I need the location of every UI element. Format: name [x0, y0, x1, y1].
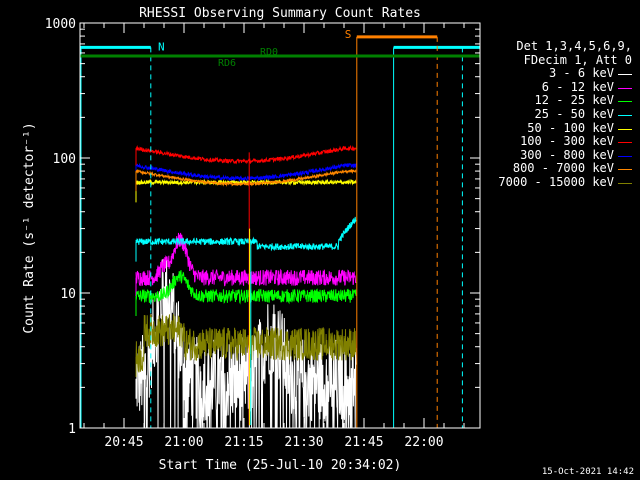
- flag-layer: N S RD0 RD6: [80, 28, 480, 428]
- x-tick-label: 21:45: [344, 435, 383, 450]
- legend-swatch: [618, 182, 632, 184]
- series-line-3: [135, 216, 357, 252]
- legend-entry: 800 - 7000 keV: [472, 162, 632, 176]
- legend-entry-label: 50 - 100 keV: [527, 120, 614, 135]
- series-line-5: [135, 144, 357, 165]
- legend-entry-label: 6 - 12 keV: [541, 79, 614, 94]
- night-flag-label: N: [158, 40, 165, 53]
- legend-entry-label: 300 - 800 keV: [520, 147, 614, 162]
- y-tick-label: 1000: [45, 17, 76, 32]
- legend-entry-label: 12 - 25 keV: [534, 93, 614, 108]
- saa-flag-label: S: [345, 28, 352, 41]
- y-axis-label: Count Rate (s⁻¹ detector⁻¹): [22, 122, 37, 333]
- legend-entry: 25 - 50 keV: [472, 106, 632, 122]
- legend-rows: 3 - 6 keV 6 - 12 keV 12 - 25 keV 25 - 50 ke…: [472, 66, 632, 190]
- legend-swatch: [618, 114, 632, 116]
- legend-swatch: [618, 74, 632, 76]
- legend-entry: 12 - 25 keV: [472, 94, 632, 108]
- y-tick-label: 10: [60, 287, 76, 302]
- legend-entry-label: 25 - 50 keV: [534, 106, 614, 121]
- series-line-1: [135, 232, 357, 287]
- x-tick-label: 21:30: [284, 435, 323, 450]
- series-line-0: [135, 258, 357, 429]
- legend-entry-label: 7000 - 15000 keV: [498, 174, 614, 189]
- legend-swatch: [618, 169, 632, 171]
- legend-entry: 100 - 300 keV: [472, 134, 632, 149]
- legend-entry: 50 - 100 keV: [472, 120, 632, 136]
- legend-entry: 300 - 800 keV: [472, 147, 632, 163]
- x-tick-label: 20:45: [104, 435, 143, 450]
- axes-layer: 1 10 100 1000 20:45 21:00 21:15 21:30 21:45 22:00: [45, 17, 481, 450]
- legend: Det 1,3,4,5,6,9, FDecim 1, Att 0 3 - 6 k…: [472, 39, 632, 190]
- series-line-6: [135, 162, 357, 182]
- legend-entry: 7000 - 15000 keV: [472, 174, 632, 190]
- rd0-flag-label: RD0: [260, 47, 278, 58]
- series-line-8: [135, 314, 357, 373]
- x-tick-label: 21:00: [164, 435, 203, 450]
- series-line-7: [135, 168, 357, 187]
- legend-swatch: [618, 128, 632, 130]
- legend-entry: 3 - 6 keV: [472, 66, 632, 81]
- legend-swatch: [618, 101, 632, 103]
- x-tick-label: 22:00: [404, 435, 443, 450]
- footer-timestamp: 15-Oct-2021 14:42: [541, 467, 634, 477]
- legend-swatch: [618, 142, 632, 144]
- rd6-flag-label: RD6: [218, 58, 236, 69]
- plot-frame: [79, 22, 481, 429]
- y-tick-label: 1: [68, 422, 76, 437]
- y-tick-label: 100: [53, 152, 76, 167]
- legend-entry: 6 - 12 keV: [472, 79, 632, 95]
- legend-entry-label: 100 - 300 keV: [520, 134, 614, 149]
- legend-header-line-2: FDecim 1, Att 0: [523, 52, 632, 67]
- legend-entry-label: 800 - 7000 keV: [512, 161, 614, 176]
- series-layer: [135, 144, 357, 429]
- legend-entry-label: 3 - 6 keV: [548, 66, 614, 81]
- series-line-2: [135, 270, 357, 305]
- x-axis-label: Start Time (25-Jul-10 20:34:02): [159, 458, 402, 473]
- legend-swatch: [618, 87, 632, 89]
- legend-swatch: [618, 155, 632, 157]
- x-tick-label: 21:15: [224, 435, 263, 450]
- chart-title: RHESSI Observing Summary Count Rates: [139, 6, 421, 21]
- legend-header-line-1: Det 1,3,4,5,6,9,: [516, 39, 632, 53]
